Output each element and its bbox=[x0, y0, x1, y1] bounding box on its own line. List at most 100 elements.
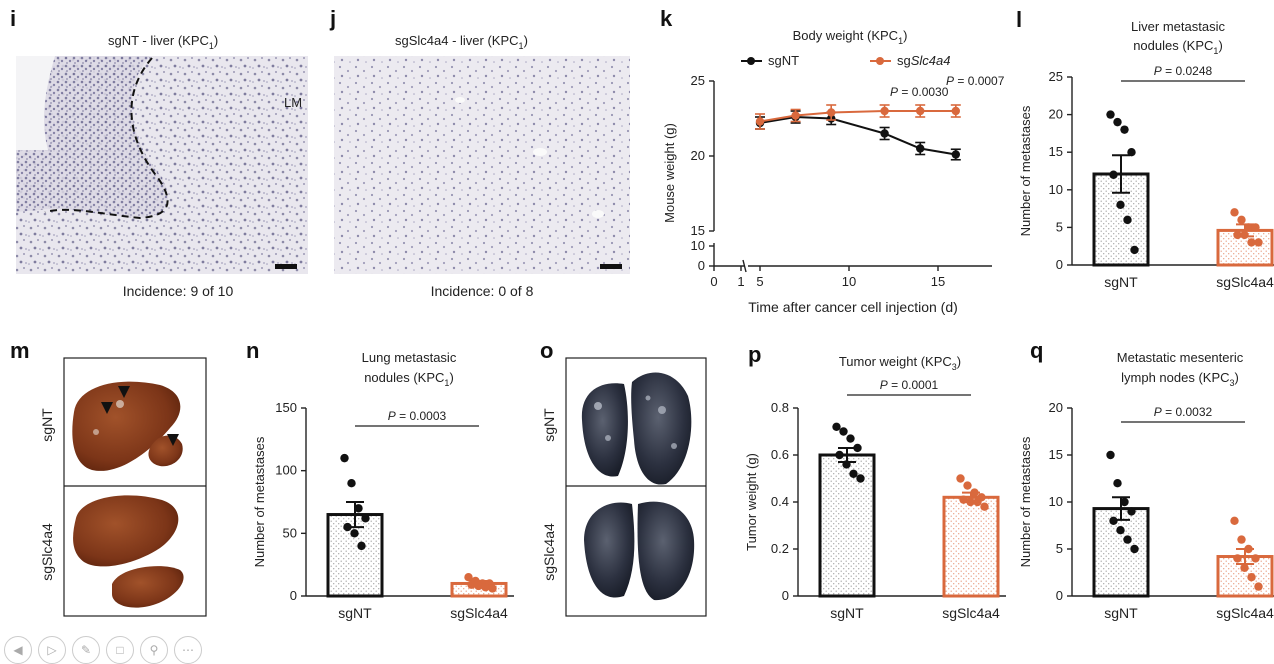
arrowhead-icon bbox=[101, 402, 113, 414]
chart-title-line: nodules (KPC1) bbox=[364, 370, 454, 388]
p-value-label: P = 0.0007 bbox=[946, 74, 1005, 88]
y-tick-label: 50 bbox=[283, 525, 297, 540]
data-point bbox=[839, 427, 848, 436]
x-tick-label: sgSlc4a4 bbox=[942, 605, 1000, 621]
data-point bbox=[464, 573, 473, 582]
legend-label: sgSlc4a4 bbox=[897, 53, 950, 68]
panel-letter: l bbox=[1016, 7, 1022, 32]
y-tick-label: 5 bbox=[1056, 541, 1063, 556]
data-point bbox=[842, 460, 851, 469]
bar-sgNT bbox=[818, 453, 876, 598]
y-axis-label: Number of metastases bbox=[1018, 436, 1033, 567]
zoom-icon[interactable]: ⚲ bbox=[140, 636, 168, 664]
panel-j-letter: j bbox=[329, 6, 336, 31]
data-point bbox=[856, 474, 865, 483]
play-icon[interactable]: ▷ bbox=[38, 636, 66, 664]
data-point bbox=[1106, 110, 1115, 119]
data-point bbox=[481, 583, 490, 592]
chart-lung-metastasis: n Lung metastasic nodules (KPC1) 0 50 100 150 N… bbox=[246, 338, 514, 621]
data-point bbox=[1123, 535, 1132, 544]
data-point bbox=[1113, 117, 1122, 127]
data-point bbox=[963, 481, 972, 490]
data-point bbox=[832, 422, 841, 431]
chart-title-line: Lung metastasic bbox=[362, 350, 457, 365]
x-tick-label: sgSlc4a4 bbox=[450, 605, 508, 621]
panel-o-letter: o bbox=[540, 338, 553, 363]
copy-icon[interactable]: □ bbox=[106, 636, 134, 664]
prev-arrow-icon[interactable]: ◀ bbox=[4, 636, 32, 664]
legend-label: sgNT bbox=[768, 53, 799, 68]
data-point bbox=[1109, 516, 1118, 525]
arrowhead-icon bbox=[118, 386, 130, 398]
bar-sgNT bbox=[326, 513, 384, 598]
panel-o-row1-label: sgNT bbox=[541, 408, 557, 442]
p-value-label: P = 0.0248 bbox=[1154, 64, 1213, 78]
chart-title-line: Liver metastasic bbox=[1131, 19, 1225, 34]
y-tick-label: 100 bbox=[275, 463, 297, 478]
data-point bbox=[1244, 544, 1253, 554]
chart-title-line: nodules (KPC1) bbox=[1133, 38, 1223, 56]
data-point bbox=[959, 495, 968, 504]
y-axis-label: Number of metastases bbox=[1018, 105, 1033, 236]
data-point bbox=[1127, 148, 1136, 157]
data-point bbox=[357, 541, 366, 551]
y-axis-label: Mouse weight (g) bbox=[662, 123, 677, 223]
data-point bbox=[474, 581, 483, 591]
y-tick-label: 0.6 bbox=[771, 447, 789, 462]
data-point bbox=[1230, 516, 1239, 525]
data-point bbox=[1240, 563, 1249, 572]
axis-break-mark bbox=[742, 259, 747, 273]
y-tick-label: 0 bbox=[698, 258, 705, 273]
y-tick-label: 10 bbox=[1049, 182, 1063, 197]
data-point bbox=[916, 144, 925, 153]
legend-marker bbox=[876, 57, 884, 65]
series-line-sgNT bbox=[759, 115, 956, 156]
lm-label: LM bbox=[284, 95, 302, 110]
x-tick-label: sgNT bbox=[1104, 274, 1138, 290]
data-point bbox=[347, 479, 356, 488]
data-point bbox=[1254, 582, 1263, 591]
y-tick-label: 0 bbox=[290, 588, 297, 603]
arrowhead-icon bbox=[167, 434, 179, 446]
data-point bbox=[1116, 526, 1125, 535]
data-point bbox=[350, 529, 359, 538]
panel-letter: k bbox=[660, 6, 673, 31]
data-point bbox=[1106, 450, 1115, 460]
data-point bbox=[1244, 223, 1253, 232]
panel-m-row1-label: sgNT bbox=[39, 408, 55, 442]
data-point bbox=[973, 497, 982, 507]
p-value-label: P = 0.0032 bbox=[1154, 405, 1213, 419]
data-point bbox=[849, 469, 858, 478]
data-point bbox=[343, 522, 352, 532]
y-tick-label: 20 bbox=[1049, 107, 1063, 122]
data-point bbox=[1123, 215, 1132, 225]
x-tick-label: sgSlc4a4 bbox=[1216, 274, 1274, 290]
chart-tumor-weight: p Tumor weight (KPC3) 0 0.2 0.4 0.6 0.8 Tumor w… bbox=[744, 342, 1006, 621]
y-axis-label: Tumor weight (g) bbox=[744, 453, 759, 551]
photo-lungs bbox=[565, 357, 707, 617]
data-point bbox=[1247, 238, 1256, 247]
chart-lymph-node-metastasis: q Metastatic mesenteric lymph nodes (KPC3)… bbox=[1018, 338, 1274, 621]
x-tick-label: 1 bbox=[737, 274, 744, 289]
data-point bbox=[1120, 497, 1129, 507]
panel-letter: q bbox=[1030, 338, 1043, 363]
data-point bbox=[1237, 535, 1246, 544]
data-point bbox=[1127, 507, 1136, 516]
data-point bbox=[966, 497, 975, 507]
y-tick-label: 25 bbox=[691, 73, 705, 88]
y-tick-label: 15 bbox=[1049, 447, 1063, 462]
data-point bbox=[340, 453, 349, 463]
data-point bbox=[835, 450, 844, 460]
panel-i-letter: i bbox=[10, 6, 16, 31]
more-icon[interactable]: ⋯ bbox=[174, 636, 202, 664]
panel-i-incidence: Incidence: 9 of 10 bbox=[123, 283, 234, 299]
y-tick-label: 0 bbox=[782, 588, 789, 603]
data-point bbox=[1247, 573, 1256, 582]
chart-liver-metastasis: l Liver metastasic nodules (KPC1) 0 5 10 15 20 2… bbox=[1016, 7, 1274, 290]
x-axis-label: Time after cancer cell injection (d) bbox=[748, 299, 958, 315]
pencil-icon[interactable]: ✎ bbox=[72, 636, 100, 664]
data-point bbox=[1130, 245, 1139, 255]
histology-image-sgnt-liver: LM bbox=[16, 56, 308, 274]
x-tick-label: 15 bbox=[931, 274, 945, 289]
